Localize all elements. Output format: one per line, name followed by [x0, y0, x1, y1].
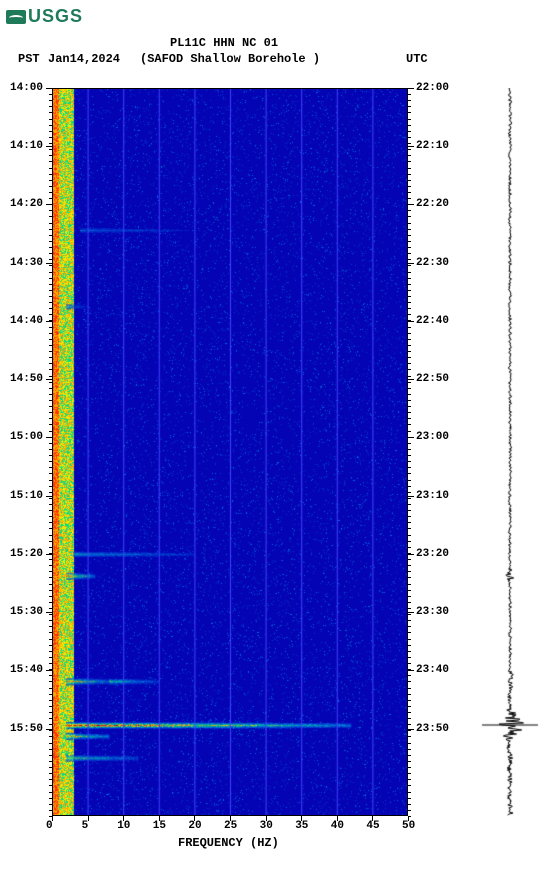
utc-time-tick: 23:40: [416, 664, 449, 676]
utc-time-tick: 23:30: [416, 606, 449, 618]
logo-text: USGS: [28, 6, 83, 26]
freq-tick: 25: [224, 820, 237, 832]
freq-tick: 40: [331, 820, 344, 832]
pst-time-tick: 15:40: [10, 664, 43, 676]
seismic-trace: [480, 88, 540, 816]
freq-tick: 20: [188, 820, 201, 832]
utc-time-tick: 23:50: [416, 723, 449, 735]
pst-label: PST: [18, 52, 40, 66]
freq-tick: 10: [117, 820, 130, 832]
pst-time-tick: 15:30: [10, 606, 43, 618]
freq-tick: 30: [260, 820, 273, 832]
wave-icon: [6, 10, 26, 24]
pst-time-tick: 14:20: [10, 198, 43, 210]
station-code: PL11C HHN NC 01: [170, 36, 278, 50]
freq-tick: 35: [295, 820, 308, 832]
utc-time-tick: 22:00: [416, 82, 449, 94]
freq-tick: 45: [366, 820, 379, 832]
utc-time-tick: 22:40: [416, 315, 449, 327]
pst-time-tick: 15:50: [10, 723, 43, 735]
pst-time-tick: 14:30: [10, 257, 43, 269]
spectrogram: [52, 88, 408, 816]
utc-label: UTC: [406, 52, 428, 66]
utc-time-tick: 22:30: [416, 257, 449, 269]
freq-tick: 50: [402, 820, 415, 832]
pst-time-tick: 15:10: [10, 490, 43, 502]
pst-time-tick: 15:00: [10, 431, 43, 443]
pst-time-tick: 14:50: [10, 373, 43, 385]
pst-time-tick: 14:00: [10, 82, 43, 94]
freq-tick: 15: [153, 820, 166, 832]
pst-time-tick: 14:40: [10, 315, 43, 327]
utc-time-tick: 23:20: [416, 548, 449, 560]
utc-time-tick: 22:20: [416, 198, 449, 210]
freq-tick: 0: [46, 820, 53, 832]
usgs-logo: USGS: [6, 6, 83, 27]
station-name: (SAFOD Shallow Borehole ): [140, 52, 320, 66]
utc-time-tick: 22:10: [416, 140, 449, 152]
freq-tick: 5: [82, 820, 89, 832]
date-label: Jan14,2024: [48, 52, 120, 66]
utc-time-tick: 23:00: [416, 431, 449, 443]
pst-time-tick: 15:20: [10, 548, 43, 560]
utc-time-tick: 22:50: [416, 373, 449, 385]
utc-time-tick: 23:10: [416, 490, 449, 502]
x-axis-label: FREQUENCY (HZ): [178, 836, 279, 850]
pst-time-tick: 14:10: [10, 140, 43, 152]
